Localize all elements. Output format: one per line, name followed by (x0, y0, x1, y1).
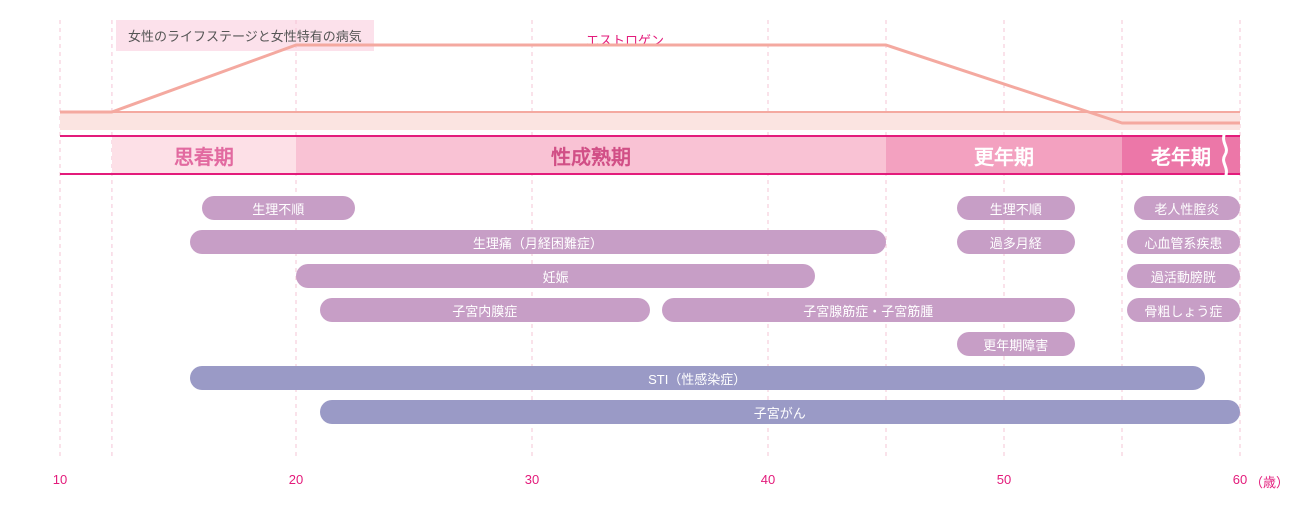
x-axis-tick-label: 10 (53, 472, 67, 487)
condition-pill: 過多月経 (957, 230, 1075, 254)
condition-pill: 妊娠 (296, 264, 815, 288)
x-axis-tick-label: 30 (525, 472, 539, 487)
x-axis-tick-label: 40 (761, 472, 775, 487)
conditions-layer: 生理不順 生理不順 老人性腟炎生理痛（月経困難症） 過多月経 心血管系疾患妊娠 過活動膀胱… (60, 0, 1240, 505)
x-axis-unit: （歳） (1250, 472, 1289, 491)
condition-pill: 心血管系疾患 (1127, 230, 1240, 254)
condition-pill: 生理痛（月経困難症） (190, 230, 886, 254)
condition-pill: 子宮内膜症 (320, 298, 650, 322)
condition-pill: 過活動膀胱 (1127, 264, 1240, 288)
condition-pill: 骨粗しょう症 (1127, 298, 1240, 322)
x-axis-tick-label: 20 (289, 472, 303, 487)
condition-pill: 子宮がん (320, 400, 1240, 424)
x-axis-tick-label: 50 (997, 472, 1011, 487)
x-axis-tick-label: 60 (1233, 472, 1247, 487)
condition-pill: 更年期障害 (957, 332, 1075, 356)
condition-pill: 老人性腟炎 (1134, 196, 1240, 220)
condition-pill: 子宮腺筋症・子宮筋腫 (662, 298, 1075, 322)
condition-pill: 生理不順 (202, 196, 355, 220)
condition-pill: STI（性感染症） (190, 366, 1205, 390)
condition-pill: 生理不順 (957, 196, 1075, 220)
